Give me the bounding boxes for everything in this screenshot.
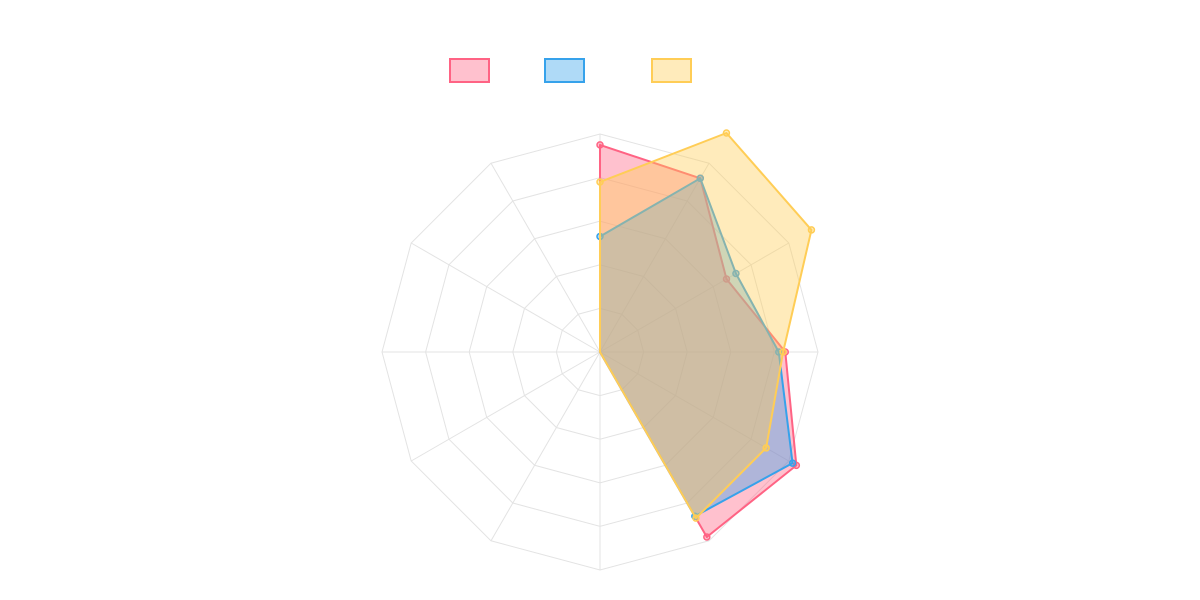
series-2-point[interactable]: [788, 459, 797, 467]
series-3-point[interactable]: [692, 514, 700, 522]
grid-spoke: [599, 242, 790, 353]
series-1-point[interactable]: [596, 141, 604, 149]
grid-spoke: [410, 242, 601, 353]
grid-spoke: [490, 162, 601, 353]
series-3-point[interactable]: [762, 444, 770, 452]
series-3-point[interactable]: [596, 178, 604, 186]
series-1-point[interactable]: [722, 275, 731, 283]
legend-swatch-2[interactable]: [544, 58, 585, 83]
grid-spoke: [410, 351, 601, 462]
grid-spoke: [490, 351, 601, 542]
series-3: [596, 129, 816, 522]
series-3-point[interactable]: [779, 348, 787, 356]
series-1-point[interactable]: [703, 533, 711, 541]
series-3-area: [599, 131, 813, 520]
grid-spoke: [599, 162, 710, 353]
series-2-point[interactable]: [732, 269, 740, 278]
series-3-point[interactable]: [807, 226, 816, 234]
legend-swatch-3[interactable]: [651, 58, 692, 83]
radar-series: [596, 129, 816, 541]
series-2-point[interactable]: [696, 174, 705, 183]
grid-spoke: [599, 351, 790, 462]
legend: [449, 58, 692, 83]
series-3-point[interactable]: [722, 129, 731, 137]
legend-swatch-1[interactable]: [449, 58, 490, 83]
